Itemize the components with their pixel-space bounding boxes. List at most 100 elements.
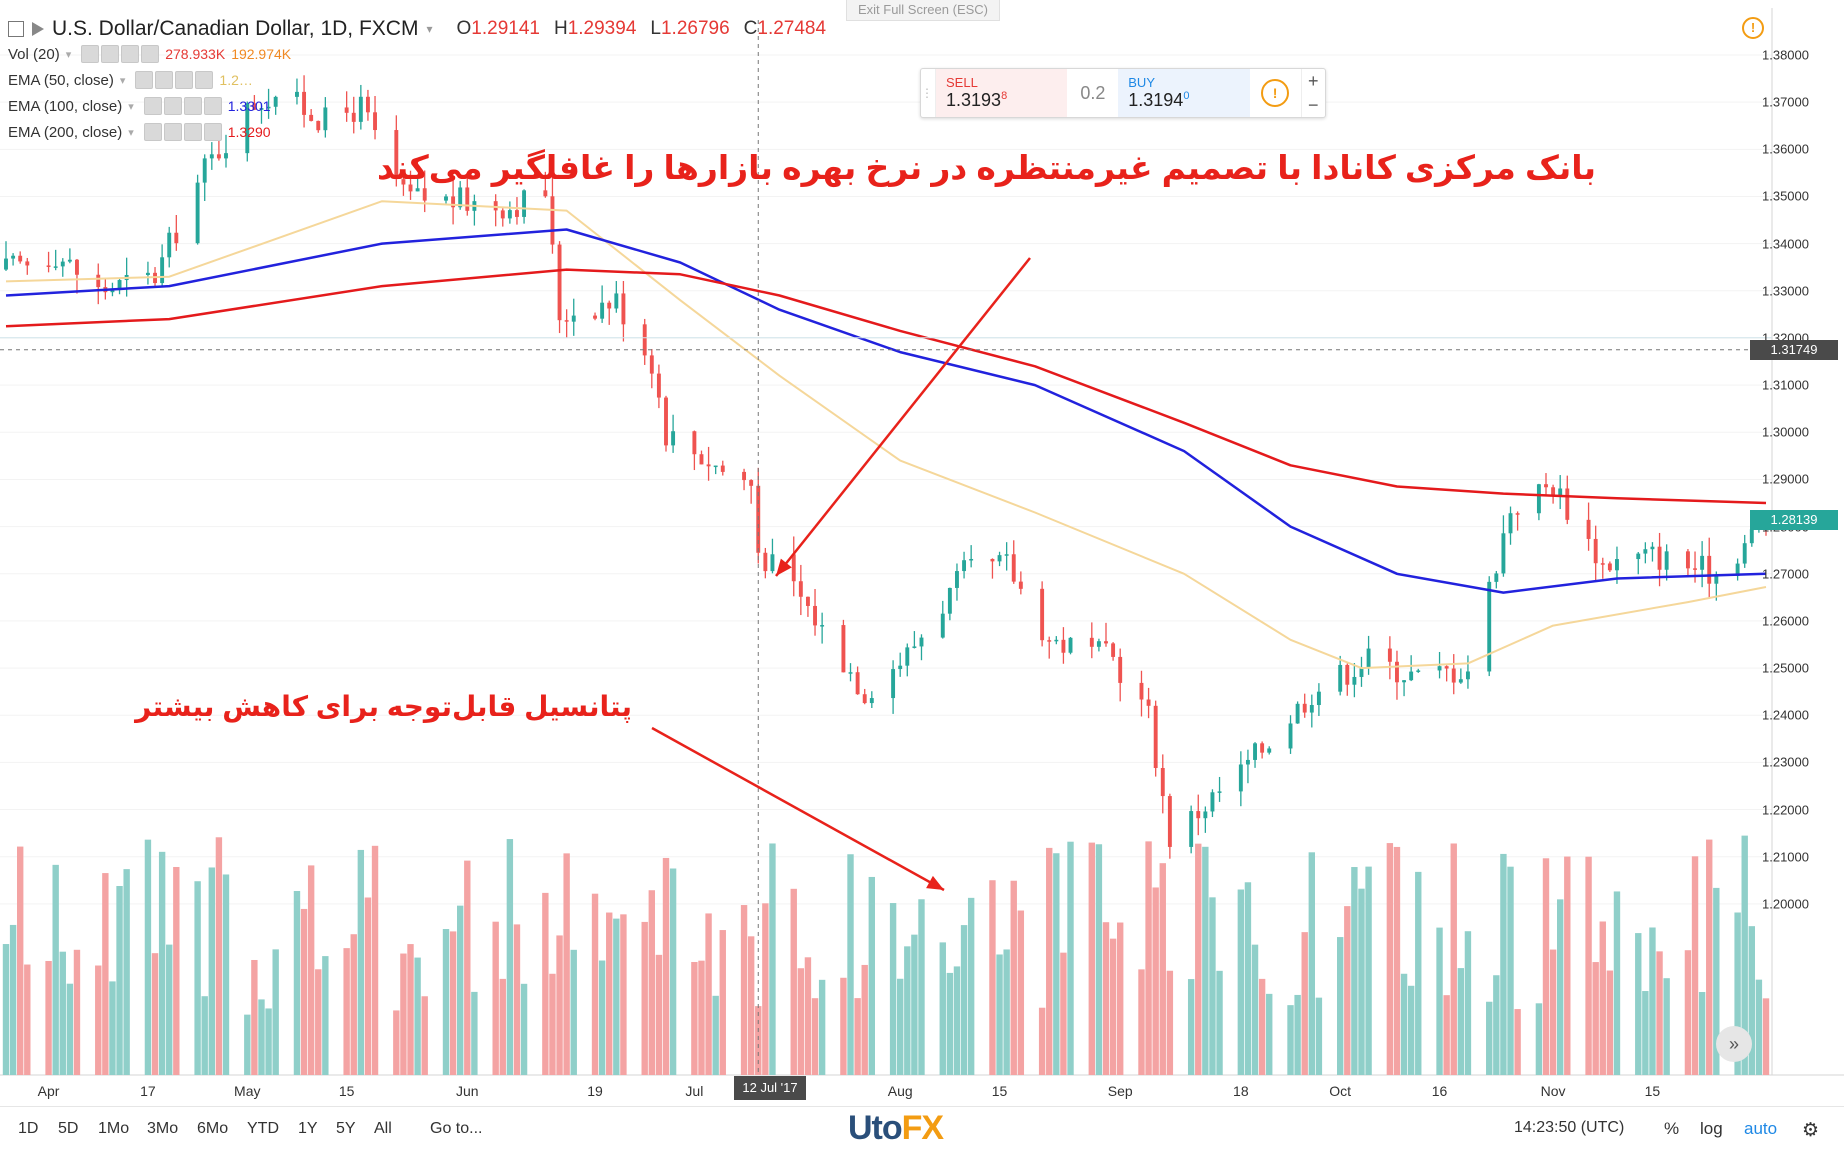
quantity-stepper[interactable]: + − [1300, 69, 1325, 117]
volume-bar [1514, 1009, 1521, 1075]
volume-bar [315, 969, 322, 1075]
volume-bar [1358, 888, 1365, 1075]
volume-bar [24, 964, 31, 1075]
volume-bar [946, 972, 954, 1075]
volume-bar [173, 866, 180, 1075]
candle-body [1586, 519, 1591, 539]
candle-body [770, 554, 775, 572]
volume-bar [194, 881, 201, 1075]
exit-fullscreen-button[interactable]: Exit Full Screen (ESC) [846, 0, 1000, 21]
indicator-controls[interactable] [143, 123, 222, 141]
logo-text: Uto [848, 1108, 903, 1147]
log-toggle[interactable]: log [1700, 1119, 1723, 1138]
timeframe-all[interactable]: All [374, 1120, 392, 1137]
volume-bar [960, 925, 968, 1075]
price-tick-label: 1.31000 [1762, 377, 1809, 393]
plus-icon[interactable]: + [1308, 70, 1319, 91]
minus-icon[interactable]: − [1308, 94, 1319, 115]
indicator-ema100[interactable]: EMA (100, close) ▾ 1.3301 [8, 97, 271, 115]
gear-icon[interactable]: ⚙ [1802, 1120, 1820, 1141]
clock[interactable]: 14:23:50 (UTC) [1514, 1119, 1625, 1136]
volume-bar [563, 853, 570, 1075]
candle-body [309, 114, 314, 121]
timeframe-1d[interactable]: 1D [18, 1120, 39, 1137]
time-tick-label: Aug [887, 1083, 913, 1099]
volume-bar [1642, 991, 1649, 1075]
candle-body [671, 431, 676, 446]
indicator-ema50[interactable]: EMA (50, close) ▾ 1.2… [8, 71, 253, 89]
candle-body [869, 698, 874, 704]
volume-bar [655, 954, 663, 1075]
chevron-down-icon[interactable]: ▾ [128, 100, 134, 113]
buy-price-pip: 0 [1183, 90, 1190, 102]
scroll-to-realtime-button[interactable]: » [1716, 1026, 1752, 1062]
chevron-down-icon[interactable]: ▾ [65, 48, 72, 61]
volume-bar [102, 873, 109, 1075]
volume-bar [811, 998, 819, 1075]
volume-bar [1344, 906, 1351, 1075]
candle-body [962, 560, 967, 572]
indicator-vol[interactable]: Vol (20) ▾ 278.933K 192.974K [8, 45, 291, 63]
candle-body [451, 196, 456, 208]
auto-toggle[interactable]: auto [1744, 1119, 1778, 1138]
timeframe-5d[interactable]: 5D [58, 1120, 79, 1137]
candle-body [145, 272, 150, 276]
volume-bar [1599, 921, 1606, 1075]
goto-button[interactable]: Go to... [430, 1120, 483, 1137]
price-tick-label: 1.35000 [1762, 188, 1809, 204]
buy-button[interactable]: BUY 1.31940 [1118, 69, 1250, 117]
alert-icon[interactable]: ! [1742, 17, 1764, 39]
volume-bar [300, 908, 308, 1075]
indicator-ema200[interactable]: EMA (200, close) ▾ 1.3290 [8, 123, 271, 141]
candle-body [224, 153, 228, 159]
time-tick-label: Nov [1540, 1083, 1566, 1099]
timeframe-ytd[interactable]: YTD [247, 1120, 279, 1137]
indicator-controls[interactable] [143, 97, 222, 115]
volume-bar [691, 961, 698, 1075]
volume-bar [1365, 866, 1372, 1075]
symbol-title[interactable]: U.S. Dollar/Canadian Dollar, 1D, FXCM [52, 17, 419, 40]
volume-bar [1195, 843, 1202, 1075]
volume-bar [698, 960, 705, 1075]
collapse-icon[interactable] [8, 21, 24, 37]
chevron-down-icon[interactable]: ▾ [119, 74, 126, 87]
timeframe-1mo[interactable]: 1Mo [98, 1120, 130, 1137]
timeframe-3mo[interactable]: 3Mo [147, 1120, 179, 1137]
sell-button[interactable]: SELL 1.31938 [936, 69, 1068, 117]
volume-bar [1003, 949, 1010, 1075]
logo-accent: FX [901, 1108, 944, 1147]
volume-bar [1067, 841, 1074, 1075]
candle-body [791, 554, 796, 582]
candle-body [990, 558, 995, 562]
volume-bar [1386, 843, 1394, 1075]
candle-body [1437, 666, 1442, 671]
indicator-label: EMA (100, close) [8, 97, 123, 115]
bottom-toolbar: 1D 5D 1Mo 3Mo 6Mo YTD 1Y 5Y All Go to... [0, 1106, 1844, 1154]
indicator-value: 1.3290 [227, 124, 271, 140]
indicator-controls[interactable] [81, 45, 160, 63]
volume-bar [911, 934, 918, 1075]
candle-body [522, 190, 527, 217]
price-tick-label: 1.27000 [1762, 566, 1809, 582]
volume-bar [66, 983, 74, 1075]
volume-bar [1443, 995, 1450, 1075]
candle-body [1508, 513, 1513, 534]
candle-body [841, 625, 846, 673]
volume-bar [967, 897, 975, 1075]
info-button[interactable]: ! [1250, 69, 1301, 117]
timeframe-5y[interactable]: 5Y [336, 1120, 356, 1137]
candle-body [1501, 533, 1506, 574]
volume-bar [59, 951, 66, 1075]
drag-handle-icon[interactable]: ⋮⋮ [921, 69, 945, 117]
percent-toggle[interactable]: % [1664, 1119, 1680, 1138]
chevron-down-icon[interactable]: ▾ [426, 22, 433, 36]
close-key: C [743, 18, 758, 39]
timeframe-6mo[interactable]: 6Mo [197, 1120, 229, 1137]
last-price-label: 1.28139 [1750, 510, 1838, 531]
timeframe-1y[interactable]: 1Y [298, 1120, 318, 1137]
chevron-down-icon[interactable]: ▾ [128, 126, 134, 139]
indicator-controls[interactable] [135, 71, 214, 89]
candle-body [252, 103, 257, 110]
annotation-arrow-down [775, 257, 1031, 577]
